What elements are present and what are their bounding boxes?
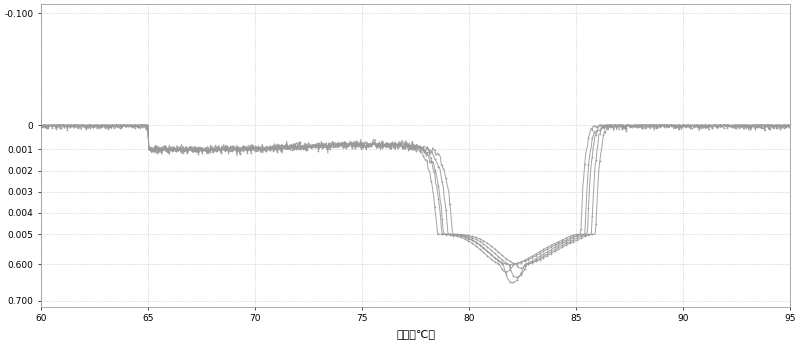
X-axis label: 温度（℃）: 温度（℃）	[396, 329, 435, 339]
